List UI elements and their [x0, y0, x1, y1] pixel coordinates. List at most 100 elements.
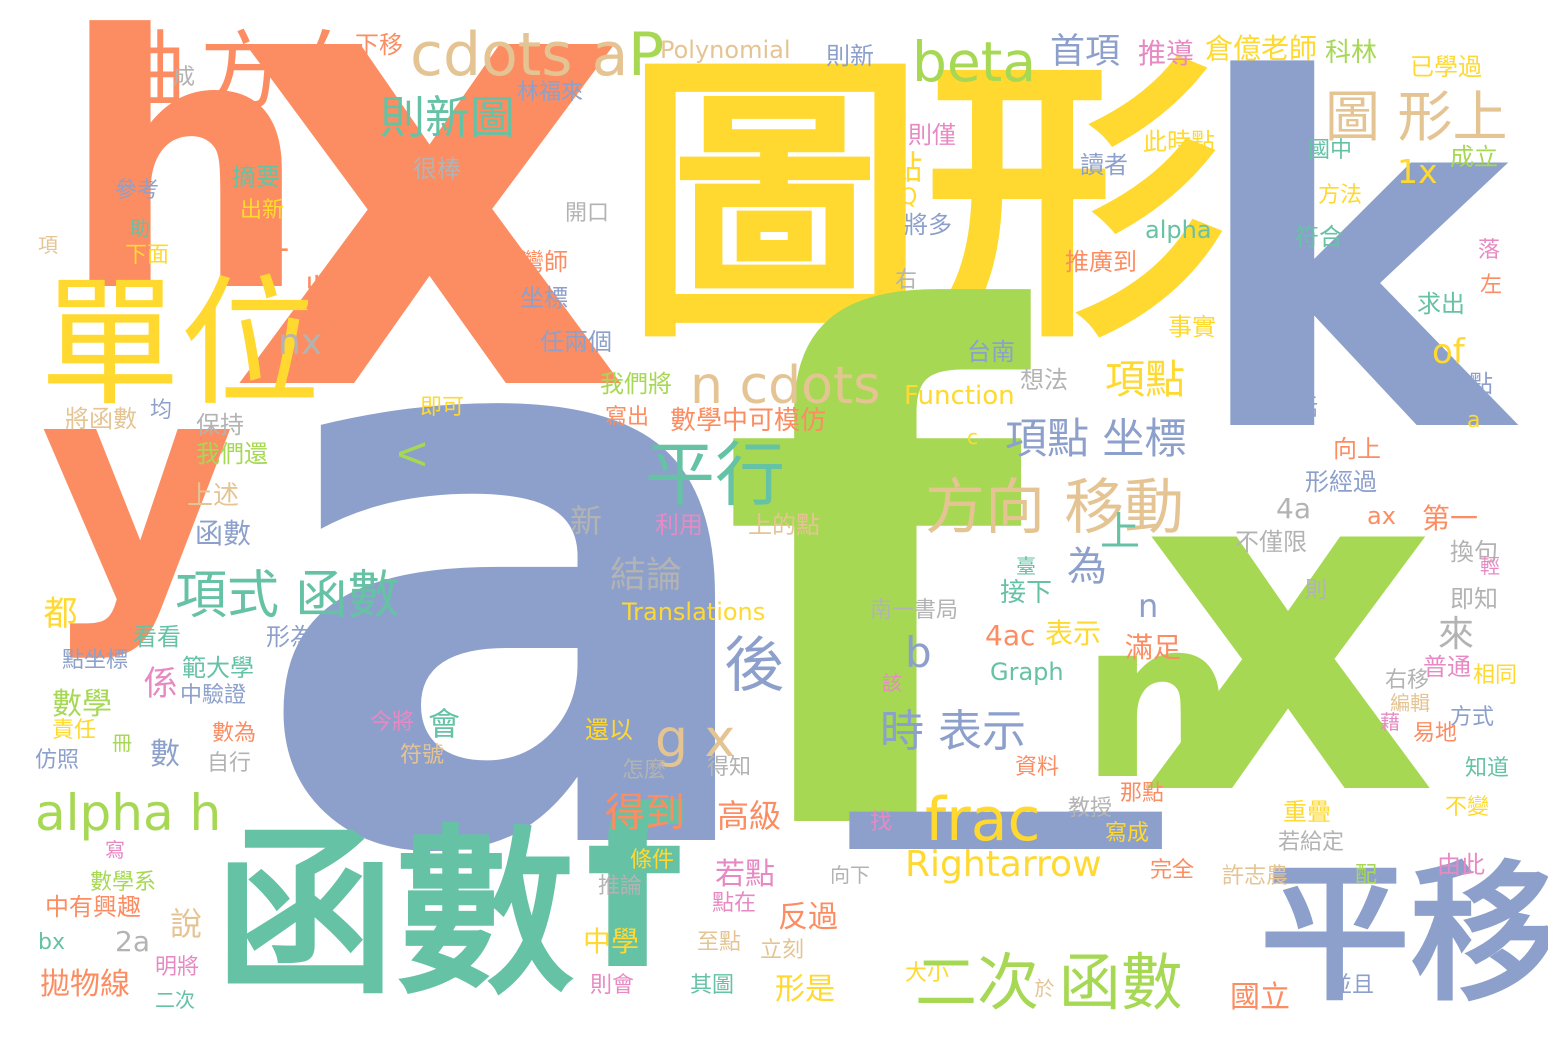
word-xiangxia: 向下 — [830, 863, 870, 887]
word-hui: 會 — [428, 705, 461, 743]
word-shuxue: 數學 — [52, 687, 112, 722]
word-dedao: 得到 — [605, 790, 685, 836]
word-fangfa: 方法 — [1318, 183, 1363, 208]
word-fandaxue: 範大學 — [182, 654, 254, 682]
word-womenjiang: 我們將 — [600, 370, 672, 398]
word-shouxiang: 首項 — [1050, 32, 1121, 72]
word-xiangdian-zuobiao: 項點 坐標 — [1005, 414, 1187, 463]
word-pei: 配 — [1355, 863, 1378, 888]
word-xiayi: 下移 — [355, 31, 403, 59]
word-lai: 來 — [1438, 614, 1475, 655]
word-dou: 都 — [37, 595, 77, 629]
word-zixing: 自行 — [207, 751, 252, 776]
word-shuo: 說 — [165, 907, 203, 939]
word-zhongyanzheng: 中驗證 — [180, 683, 247, 708]
word-tuiguangdao: 推廣到 — [1065, 248, 1137, 276]
word-xiecheng: 寫成 — [1105, 821, 1150, 846]
word-rightarrow: Rightarrow — [905, 844, 1102, 885]
word-tuxingshang: 圖 形上 — [1325, 85, 1508, 149]
word-henbang: 很棒 — [413, 155, 461, 183]
word-chongdie: 重疊 — [1283, 798, 1331, 826]
word-nadian: 那點 — [1120, 781, 1165, 806]
word-benwen: 本文 — [212, 123, 257, 148]
word-manzu: 滿足 — [1125, 631, 1182, 664]
word-xiechu: 寫出 — [605, 405, 650, 430]
word-wanshi: 灣師 — [520, 248, 568, 276]
word-cishidian: 此時點 — [1143, 128, 1215, 156]
word-zhao: 找 — [870, 810, 893, 835]
word-xie: 寫 — [105, 838, 125, 862]
word-putong: 普通 — [1423, 653, 1471, 681]
word-xiamian: 下面 — [125, 243, 170, 268]
word-kelin: 科林 — [1325, 38, 1378, 68]
word-cdots-a: cdots a — [410, 20, 629, 90]
word-dianzai: 點在 — [712, 891, 757, 916]
word-erci-hanshu: 二次 函數 — [915, 946, 1183, 1019]
word-liyong: 利用 — [655, 511, 703, 539]
word-jinjiang: 今將 — [370, 710, 415, 735]
word-xiang: 項 — [38, 233, 58, 257]
word-baochi: 保持 — [196, 411, 244, 439]
word-zuobiao: 坐標 — [520, 284, 568, 312]
word-jielun: 結論 — [610, 555, 683, 596]
word-duzhe: 讀者 — [1080, 151, 1128, 179]
word-zhongxue: 中學 — [583, 925, 640, 958]
word-zehui: 則會 — [590, 973, 635, 998]
word-diyi: 第一 — [1422, 502, 1479, 535]
word-zexin: 則新 — [826, 42, 874, 70]
word-guozhong: 國中 — [1308, 138, 1353, 163]
word-bx: bx — [38, 930, 65, 955]
word-dian: 點 — [884, 150, 923, 183]
word-youyi: 右移 — [1385, 668, 1430, 693]
word-cankao: 參考 — [115, 178, 160, 203]
word-renliangge: 任兩個 — [540, 328, 612, 356]
word-dairu: 代入 — [448, 441, 496, 469]
word-g-x: g x — [655, 709, 736, 769]
word-dianzuobiao: 點坐標 — [62, 648, 129, 673]
word-c: c — [967, 425, 978, 449]
word-fangzhao: 仿照 — [35, 748, 80, 773]
word-b: b — [905, 628, 932, 677]
word-tuxing: 圖形 — [625, 30, 1225, 379]
word-xin: 新 — [570, 502, 603, 540]
word-daxiao: 大小 — [905, 961, 950, 986]
word-fangxiang-yidong: 方向 移動 — [925, 473, 1185, 543]
word-jun: 均 — [150, 398, 173, 423]
word-shangshu: 上述 — [187, 481, 240, 511]
word-womenhai: 我們還 — [196, 440, 268, 468]
word-shuwei: 數為 — [212, 721, 257, 746]
word-dezhi: 得知 — [707, 755, 752, 780]
word-teacher: 倉億老師 — [1205, 32, 1318, 65]
word-cheng: 成 — [173, 65, 196, 90]
word-zhaiyao: 摘要 — [232, 163, 280, 191]
word-function: Function — [904, 381, 1015, 411]
word-qitu: 其圖 — [690, 973, 735, 998]
word-fangxiang: 方向 — [200, 23, 371, 122]
word-yixueguo: 已學過 — [1410, 53, 1482, 81]
word-of: of — [1432, 332, 1465, 372]
word-q: Q — [900, 185, 918, 210]
word-yidi: 易地 — [1413, 721, 1458, 746]
word-youci: 由此 — [1437, 851, 1485, 879]
word-xingshi: 形是 — [775, 972, 835, 1007]
word-xingwei: 形為 — [266, 623, 314, 651]
word-jianghanshu: 將函數 — [65, 405, 137, 433]
word-a-large: a — [250, 116, 777, 1024]
word-tainan: 台南 — [967, 338, 1015, 366]
word-hanshu-small: 函數 — [195, 517, 252, 550]
word-ruogeiding: 若給定 — [1278, 830, 1345, 855]
word-4a: 4a — [1276, 492, 1311, 525]
word-nx: nx — [278, 322, 323, 363]
word-shang: 上 — [1093, 510, 1139, 550]
word-k: k — [1190, 0, 1510, 539]
word-2a: 2a — [115, 925, 150, 958]
word-chuxin: 出新 — [240, 198, 285, 223]
word-tai: 臺 — [1016, 554, 1036, 578]
word-polynomial: Polynomial — [660, 36, 791, 64]
word-n-green: n — [1080, 572, 1237, 828]
word-f-large: f — [720, 172, 1025, 987]
word-graph: Graph — [990, 658, 1064, 686]
word-shuxuezhong: 數學中可模仿 — [670, 406, 827, 436]
word-qing: 輕 — [1480, 554, 1500, 578]
word-shi-biaoshi: 時 表示 — [880, 706, 1026, 757]
